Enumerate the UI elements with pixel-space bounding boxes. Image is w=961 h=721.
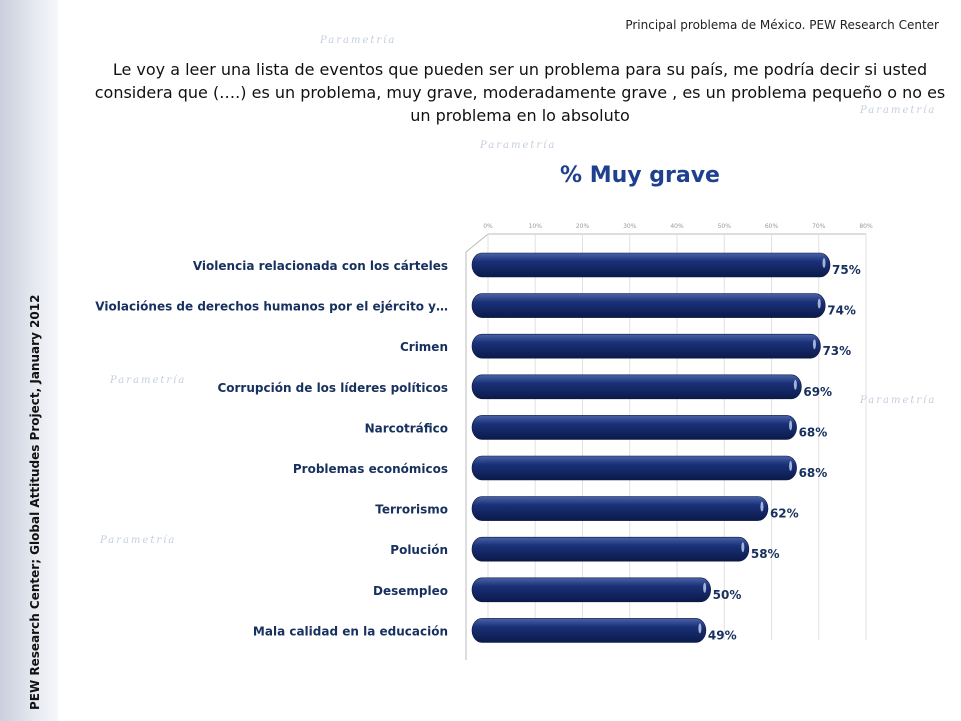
x-tick-label: 20% [576,223,590,230]
value-label: 68% [799,466,828,480]
bar [471,333,821,359]
category-label: Desempleo [373,584,448,598]
axis-line [465,233,489,253]
bar [471,496,769,521]
value-label: 50% [713,588,742,602]
bar [471,577,711,603]
value-label: 58% [751,547,780,561]
bar-highlight [793,379,797,390]
x-tick-label: 80% [859,223,873,230]
x-tick-label: 50% [718,223,732,230]
watermark: Parametría [860,395,937,406]
category-label: Problemas económicos [293,462,448,476]
bar [471,252,831,278]
bar-highlight [812,339,816,350]
bar [471,618,707,643]
value-label: 68% [799,425,828,439]
watermark: Parametría [480,140,557,151]
source-note: PEW Research Center; Global Attitudes Pr… [28,294,42,710]
value-label: 75% [832,263,861,277]
watermark: Parametría [320,35,397,46]
category-label: Corrupción de los líderes políticos [217,381,448,395]
bar-highlight [698,623,702,634]
x-tick-label: 30% [623,223,637,230]
x-tick-label: 40% [670,223,684,230]
watermark: Parametría [100,535,177,546]
bar-highlight [817,298,821,309]
x-tick-label: 60% [765,223,779,230]
bar-highlight [703,582,707,593]
x-tick-label: 10% [529,223,543,230]
slide-header: Principal problema de México. PEW Resear… [625,18,939,32]
watermark: Parametría [860,105,937,116]
bar-highlight [789,420,793,431]
bar [471,374,802,400]
category-label: Crimen [400,340,448,354]
value-label: 49% [708,628,737,642]
category-label: Violaciónes de derechos humanos por el e… [95,300,448,314]
bar-highlight [822,258,826,268]
decorative-strip [0,0,58,721]
bar-highlight [789,461,793,471]
x-tick-label: 70% [812,223,826,230]
bar-highlight [760,501,764,512]
category-label: Narcotráfico [365,421,448,435]
x-tick-label: 0% [483,223,493,230]
value-label: 74% [827,304,856,318]
bar [471,536,750,562]
chart-title: % Muy grave [560,163,720,188]
category-label: Mala calidad en la educación [253,624,448,638]
category-label: Terrorismo [375,503,448,517]
value-label: 62% [770,507,799,521]
survey-question: Le voy a leer una lista de eventos que p… [94,60,946,125]
value-label: 73% [822,344,851,358]
category-label: Violencia relacionada con los cárteles [193,259,448,273]
watermark: Parametría [110,375,187,386]
bar [471,455,797,481]
bar [471,415,797,440]
value-label: 69% [803,385,832,399]
bar [471,293,826,318]
bar-highlight [741,542,745,553]
category-label: Polución [390,543,448,557]
